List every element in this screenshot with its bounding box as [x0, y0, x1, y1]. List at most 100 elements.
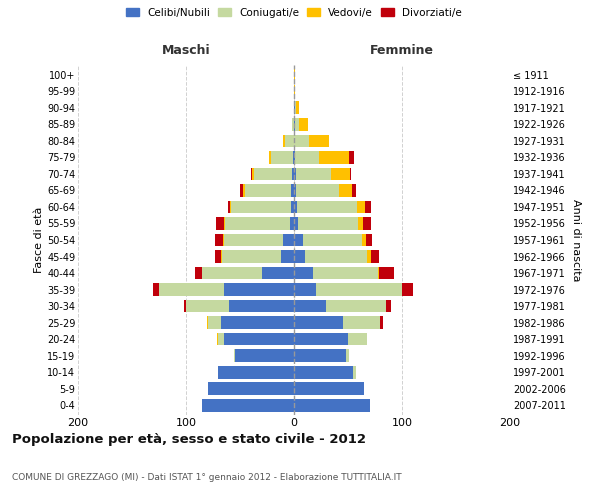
Bar — [352, 184, 356, 197]
Bar — [208, 316, 221, 329]
Bar — [294, 366, 353, 378]
Bar — [294, 151, 295, 164]
Bar — [356, 200, 365, 213]
Bar — [378, 266, 379, 280]
Bar — [367, 234, 372, 246]
Bar — [202, 398, 294, 411]
Bar — [316, 283, 402, 296]
Bar — [367, 250, 371, 263]
Bar — [294, 398, 370, 411]
Bar — [269, 151, 271, 164]
Bar — [295, 118, 299, 131]
Bar — [350, 168, 351, 180]
Bar — [386, 300, 391, 312]
Bar — [319, 151, 349, 164]
Bar — [292, 118, 294, 131]
Bar — [294, 283, 316, 296]
Bar — [217, 332, 218, 345]
Bar — [313, 266, 378, 280]
Bar — [302, 234, 362, 246]
Bar — [326, 300, 386, 312]
Bar — [292, 168, 294, 180]
Bar — [296, 184, 340, 197]
Bar — [202, 266, 262, 280]
Bar — [299, 118, 308, 131]
Bar — [362, 234, 367, 246]
Bar — [229, 300, 294, 312]
Bar — [291, 200, 294, 213]
Bar — [297, 200, 356, 213]
Bar — [184, 300, 186, 312]
Bar — [363, 217, 371, 230]
Bar — [309, 134, 329, 147]
Bar — [225, 217, 290, 230]
Bar — [159, 283, 224, 296]
Bar — [208, 382, 294, 395]
Bar — [291, 184, 294, 197]
Bar — [254, 168, 292, 180]
Bar — [262, 266, 294, 280]
Bar — [294, 118, 295, 131]
Bar — [215, 250, 221, 263]
Bar — [294, 102, 295, 114]
Bar — [294, 316, 343, 329]
Bar — [402, 283, 413, 296]
Bar — [295, 151, 319, 164]
Bar — [271, 151, 293, 164]
Bar — [343, 316, 380, 329]
Bar — [221, 250, 281, 263]
Bar — [379, 266, 394, 280]
Bar — [243, 184, 245, 197]
Bar — [252, 168, 254, 180]
Bar — [228, 200, 230, 213]
Bar — [294, 85, 295, 98]
Bar — [218, 332, 224, 345]
Bar — [215, 234, 223, 246]
Bar — [295, 102, 296, 114]
Bar — [290, 217, 294, 230]
Bar — [294, 68, 295, 82]
Bar — [251, 168, 252, 180]
Bar — [283, 134, 286, 147]
Bar — [331, 168, 350, 180]
Bar — [294, 332, 348, 345]
Bar — [294, 382, 364, 395]
Legend: Celibi/Nubili, Coniugati/e, Vedovi/e, Divorziati/e: Celibi/Nubili, Coniugati/e, Vedovi/e, Di… — [126, 8, 462, 18]
Bar — [230, 200, 232, 213]
Bar — [294, 168, 296, 180]
Bar — [294, 217, 298, 230]
Bar — [224, 332, 294, 345]
Bar — [216, 217, 224, 230]
Bar — [296, 168, 331, 180]
Bar — [346, 349, 349, 362]
Bar — [221, 316, 294, 329]
Bar — [152, 283, 159, 296]
Bar — [340, 184, 352, 197]
Bar — [194, 266, 202, 280]
Y-axis label: Anni di nascita: Anni di nascita — [571, 198, 581, 281]
Bar — [281, 250, 294, 263]
Bar — [294, 200, 297, 213]
Bar — [223, 234, 224, 246]
Bar — [224, 217, 225, 230]
Bar — [353, 366, 356, 378]
Bar — [283, 234, 294, 246]
Bar — [358, 217, 363, 230]
Bar — [294, 266, 313, 280]
Text: Popolazione per età, sesso e stato civile - 2012: Popolazione per età, sesso e stato civil… — [12, 432, 366, 446]
Bar — [286, 134, 294, 147]
Bar — [232, 200, 291, 213]
Bar — [365, 200, 371, 213]
Text: Femmine: Femmine — [370, 44, 434, 57]
Bar — [349, 151, 355, 164]
Bar — [218, 366, 294, 378]
Bar — [348, 332, 367, 345]
Text: Maschi: Maschi — [161, 44, 211, 57]
Bar — [294, 349, 346, 362]
Bar — [293, 151, 294, 164]
Bar — [294, 234, 302, 246]
Bar — [294, 184, 296, 197]
Bar — [240, 184, 243, 197]
Bar — [294, 300, 326, 312]
Bar — [371, 250, 379, 263]
